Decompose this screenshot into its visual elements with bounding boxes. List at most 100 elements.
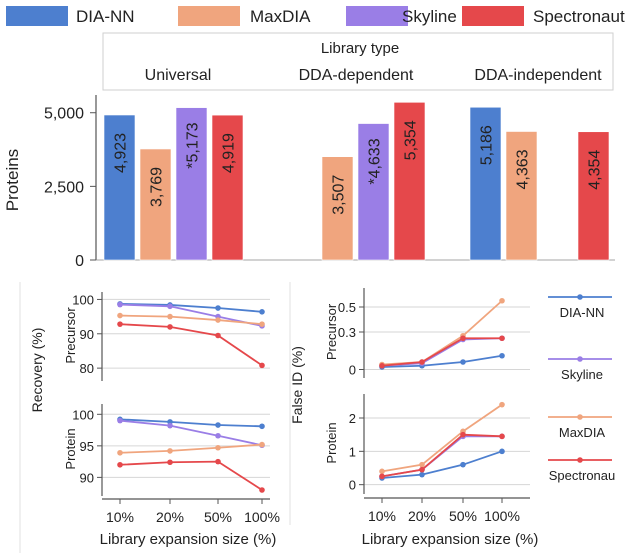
bar-value-label: 4,919: [221, 133, 238, 173]
point-maxdia: [259, 441, 265, 448]
point-spectronaut: [419, 359, 425, 365]
bar-value-label: *4,633: [367, 138, 384, 184]
bar-dda-independent-spectronaut: [577, 131, 610, 261]
legend-swatch-maxdia: [178, 6, 240, 26]
legend-label-dia-nn: DIA-NN: [76, 7, 135, 26]
series-line-spectronaut: [119, 323, 263, 367]
point-spectronaut: [215, 458, 221, 465]
point-spectronaut: [167, 324, 173, 330]
bar-value-label: 4,363: [515, 149, 532, 189]
y-tick-label: 95: [80, 439, 94, 454]
point-dia-nn: [419, 471, 425, 478]
category-label-universal: Universal: [145, 67, 212, 84]
point-spectronaut: [499, 335, 505, 342]
series-line-spectronaut: [119, 460, 263, 491]
point-spectronaut: [499, 433, 505, 440]
bar-value-label: 3,769: [149, 167, 166, 207]
x-tick-label: 100%: [484, 508, 520, 524]
legend-label-spectronaut: Spectronaut: [533, 7, 625, 26]
category-label-dda-independent: DDA-independent: [474, 67, 602, 84]
x-tick-label: 50%: [449, 508, 477, 524]
point-maxdia: [259, 321, 265, 327]
y-tick-label: 90: [80, 327, 94, 342]
category-label-dda-dependent: DDA-dependent: [299, 67, 414, 84]
legend-swatch-dia-nn: [6, 6, 68, 26]
y-tick-label: 1: [349, 444, 356, 459]
point-maxdia: [499, 297, 505, 304]
point-maxdia: [167, 313, 173, 320]
point-maxdia: [117, 312, 123, 319]
line-legend-label-skyline: Skyline: [561, 367, 603, 382]
point-skyline: [117, 301, 123, 308]
y-tick-label: 90: [80, 470, 94, 485]
x-axis-label: Library expansion size (%): [362, 531, 539, 548]
bar-universal-maxdia: [139, 148, 172, 261]
x-axis-label: Library expansion size (%): [100, 531, 277, 548]
series-line-dia-nn: [381, 354, 503, 368]
series-line-maxdia: [381, 300, 503, 366]
point-spectronaut: [379, 473, 385, 480]
series-line-dia-nn: [119, 418, 263, 428]
point-skyline: [215, 432, 221, 439]
bar-value-label: *5,173: [185, 122, 202, 168]
point-dia-nn: [499, 448, 505, 455]
point-maxdia: [117, 449, 123, 456]
point-maxdia: [419, 461, 425, 468]
point-spectronaut: [419, 466, 425, 473]
x-tick-label: 50%: [204, 509, 232, 525]
line-legend-marker-dia-nn: [577, 294, 583, 300]
legend-swatch-skyline: [346, 6, 408, 26]
bar-y-tick-label: 0: [75, 253, 84, 270]
bar-y-label: Proteins: [3, 149, 22, 211]
point-dia-nn: [259, 423, 265, 430]
point-dia-nn: [259, 309, 265, 315]
point-maxdia: [215, 444, 221, 451]
panel-label-protein: Protein: [63, 428, 78, 469]
point-maxdia: [167, 448, 173, 454]
point-spectronaut: [460, 431, 466, 438]
y-tick-label: 0: [349, 363, 356, 378]
series-line-dia-nn: [381, 450, 503, 479]
x-tick-label: 10%: [106, 509, 134, 525]
point-skyline: [117, 417, 123, 424]
point-spectronaut: [167, 459, 173, 466]
line-legend-label-maxdia: MaxDIA: [559, 425, 606, 440]
y-tick-label: 0.3: [338, 325, 356, 340]
point-skyline: [167, 303, 173, 310]
point-spectronaut: [117, 461, 123, 468]
library-type-box: [102, 32, 614, 91]
bar-dda-dependent-skyline: [357, 123, 390, 261]
legend-label-skyline: Skyline: [402, 7, 457, 26]
bar-value-label: 5,354: [403, 120, 420, 160]
x-tick-label: 10%: [368, 508, 396, 524]
point-spectronaut: [215, 332, 221, 339]
panel-label-precursor: Precursor: [63, 307, 78, 364]
y-tick-label: 0.5: [338, 300, 356, 315]
line-legend-marker-skyline: [577, 356, 583, 362]
bar-dda-dependent-maxdia: [321, 156, 354, 261]
series-line-maxdia: [381, 403, 503, 473]
series-line-dia-nn: [119, 303, 263, 313]
point-maxdia: [379, 468, 385, 475]
series-line-skyline: [119, 419, 263, 447]
point-dia-nn: [499, 352, 505, 359]
point-skyline: [167, 422, 173, 429]
y-tick-label: 100: [72, 407, 94, 422]
y-axis-label: Recovery (%): [29, 328, 45, 413]
point-spectronaut: [259, 362, 265, 369]
y-tick-label: 2: [349, 411, 356, 426]
point-spectronaut: [379, 362, 385, 369]
line-legend-label-spectronaut: Spectronau: [549, 468, 616, 483]
x-tick-label: 20%: [408, 508, 436, 524]
library-type-title: Library type: [321, 40, 399, 57]
x-tick-label: 20%: [156, 509, 184, 525]
point-maxdia: [215, 317, 221, 323]
bar-y-tick-label: 2,500: [44, 179, 84, 196]
line-legend-label-dia-nn: DIA-NN: [560, 305, 605, 320]
point-dia-nn: [460, 359, 466, 365]
bar-universal-dia-nn: [103, 114, 136, 261]
point-maxdia: [499, 401, 505, 408]
point-dia-nn: [215, 422, 221, 428]
y-tick-label: 100: [72, 292, 94, 307]
